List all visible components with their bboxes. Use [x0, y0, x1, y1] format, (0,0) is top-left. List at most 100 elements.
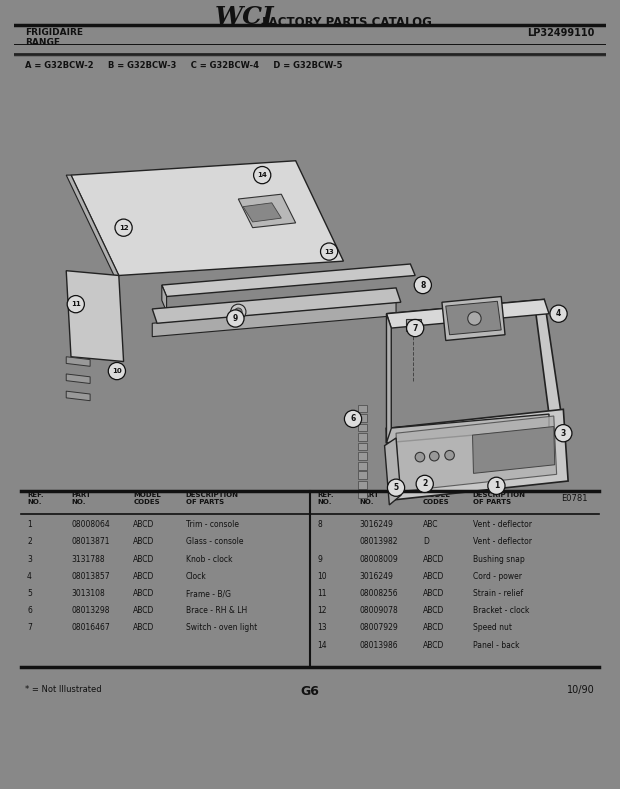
Text: * = Not Illustrated: * = Not Illustrated — [25, 685, 102, 694]
Text: 7: 7 — [27, 623, 32, 633]
Polygon shape — [358, 452, 368, 460]
Text: 08013857: 08013857 — [71, 572, 110, 581]
Polygon shape — [358, 472, 368, 479]
Polygon shape — [386, 299, 549, 328]
Text: PART
NO.: PART NO. — [71, 492, 91, 506]
Text: REF.
NO.: REF. NO. — [27, 492, 43, 506]
Text: ABCD: ABCD — [423, 641, 444, 649]
Polygon shape — [386, 299, 564, 443]
Circle shape — [488, 477, 505, 495]
Text: Switch - oven light: Switch - oven light — [186, 623, 257, 633]
Polygon shape — [162, 264, 415, 297]
Text: 10: 10 — [112, 368, 122, 374]
Text: 11: 11 — [317, 589, 327, 598]
Text: ABCD: ABCD — [133, 606, 154, 615]
Circle shape — [467, 312, 481, 325]
Polygon shape — [446, 301, 501, 335]
Text: 13: 13 — [317, 623, 327, 633]
Circle shape — [108, 362, 125, 380]
Polygon shape — [66, 271, 123, 361]
Text: RANGE: RANGE — [25, 38, 60, 47]
Text: 13: 13 — [324, 249, 334, 255]
Text: Speed nut: Speed nut — [472, 623, 511, 633]
Text: 3: 3 — [560, 428, 566, 438]
Text: LP32499110: LP32499110 — [528, 28, 595, 38]
Polygon shape — [396, 416, 557, 492]
Circle shape — [555, 424, 572, 442]
Text: Frame - B/G: Frame - B/G — [186, 589, 231, 598]
Circle shape — [388, 479, 405, 496]
Text: Clock: Clock — [186, 572, 206, 581]
Text: Vent - deflector: Vent - deflector — [472, 520, 531, 529]
Text: 7: 7 — [412, 323, 418, 332]
Text: Bracket - clock: Bracket - clock — [472, 606, 529, 615]
Text: FRIGIDAIRE: FRIGIDAIRE — [25, 28, 83, 37]
Text: 08008256: 08008256 — [360, 589, 398, 598]
Circle shape — [550, 305, 567, 323]
Text: ABCD: ABCD — [133, 520, 154, 529]
Text: DESCRIPTION
OF PARTS: DESCRIPTION OF PARTS — [186, 492, 239, 506]
Polygon shape — [66, 357, 90, 366]
Polygon shape — [358, 481, 368, 488]
Text: 3016249: 3016249 — [360, 520, 394, 529]
Text: Cord - power: Cord - power — [472, 572, 521, 581]
Text: Vent - deflector: Vent - deflector — [472, 537, 531, 547]
Text: 12: 12 — [119, 225, 128, 230]
Polygon shape — [386, 414, 549, 443]
Text: Bushing snap: Bushing snap — [472, 555, 525, 563]
Text: 3: 3 — [27, 555, 32, 563]
Text: 3131788: 3131788 — [71, 555, 105, 563]
Circle shape — [415, 452, 425, 462]
Polygon shape — [71, 161, 343, 275]
Circle shape — [321, 243, 338, 260]
Text: 08013298: 08013298 — [71, 606, 110, 615]
Polygon shape — [358, 491, 368, 498]
Text: Brace - RH & LH: Brace - RH & LH — [186, 606, 247, 615]
Text: 08013986: 08013986 — [360, 641, 398, 649]
Polygon shape — [386, 409, 568, 500]
Polygon shape — [162, 285, 167, 312]
Circle shape — [416, 475, 433, 492]
Polygon shape — [238, 194, 296, 228]
Polygon shape — [472, 427, 555, 473]
Text: 08008064: 08008064 — [71, 520, 110, 529]
Text: Knob - clock: Knob - clock — [186, 555, 232, 563]
Text: PART
NO.: PART NO. — [360, 492, 379, 506]
Text: 12: 12 — [317, 606, 327, 615]
Text: Glass - console: Glass - console — [186, 537, 243, 547]
Text: 08007929: 08007929 — [360, 623, 399, 633]
Text: 08016467: 08016467 — [71, 623, 110, 633]
Text: 9: 9 — [317, 555, 322, 563]
Text: 10: 10 — [317, 572, 327, 581]
Text: ABCD: ABCD — [133, 537, 154, 547]
Text: ABCD: ABCD — [423, 572, 444, 581]
Polygon shape — [358, 414, 368, 422]
Polygon shape — [358, 424, 368, 432]
Text: 4: 4 — [556, 309, 561, 318]
Text: 08013982: 08013982 — [360, 537, 398, 547]
Polygon shape — [243, 203, 281, 222]
Text: REF.
NO.: REF. NO. — [317, 492, 334, 506]
Polygon shape — [358, 405, 368, 412]
Text: ABCD: ABCD — [133, 572, 154, 581]
FancyBboxPatch shape — [405, 320, 421, 331]
Polygon shape — [66, 175, 119, 275]
Text: A = G32BCW-2     B = G32BCW-3     C = G32BCW-4     D = G32BCW-5: A = G32BCW-2 B = G32BCW-3 C = G32BCW-4 D… — [25, 62, 343, 70]
Text: 14: 14 — [317, 641, 327, 649]
Circle shape — [234, 308, 242, 316]
Polygon shape — [358, 462, 368, 469]
Circle shape — [67, 296, 84, 312]
Text: ABCD: ABCD — [133, 589, 154, 598]
Text: 2: 2 — [27, 537, 32, 547]
Text: 8: 8 — [317, 520, 322, 529]
Circle shape — [115, 219, 132, 236]
Text: WCI: WCI — [215, 5, 274, 29]
Polygon shape — [358, 443, 368, 451]
Circle shape — [231, 304, 246, 320]
Text: 3016249: 3016249 — [360, 572, 394, 581]
Polygon shape — [66, 391, 90, 401]
Polygon shape — [442, 297, 505, 341]
Circle shape — [345, 410, 361, 428]
Text: 9: 9 — [232, 314, 238, 323]
Text: MODEL
CODES: MODEL CODES — [423, 492, 451, 506]
